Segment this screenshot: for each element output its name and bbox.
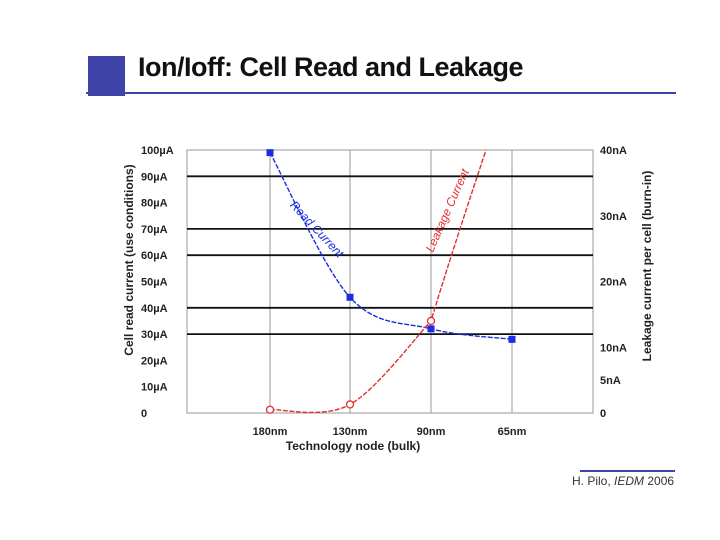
left-tick-label: 10µA xyxy=(141,382,168,394)
citation-author: H. Pilo, xyxy=(572,474,611,488)
data-point xyxy=(265,405,275,414)
title-underline xyxy=(86,92,676,94)
series-layer xyxy=(265,149,516,414)
right-tick-label: 20nA xyxy=(600,277,627,289)
left-tick-label: 70µA xyxy=(141,224,168,236)
x-tick-label: 180nm xyxy=(253,426,288,438)
x-tick-label: 130nm xyxy=(333,426,368,438)
series-line xyxy=(269,152,513,341)
left-tick-label: 0 xyxy=(141,408,147,420)
data-point xyxy=(346,293,354,301)
citation-year: 2006 xyxy=(647,474,675,488)
title-accent-block xyxy=(88,56,125,96)
left-tick-label: 40µA xyxy=(141,303,168,315)
right-tick-label: 5nA xyxy=(600,375,621,387)
left-tick-label: 80µA xyxy=(141,198,168,210)
data-point xyxy=(345,400,355,409)
slide-title: Ion/Ioff: Cell Read and Leakage xyxy=(138,52,524,82)
x-axis-title: Technology node (bulk) xyxy=(286,439,420,453)
left-tick-label: 90µA xyxy=(141,171,168,183)
series-line xyxy=(269,149,487,414)
chart-grid xyxy=(186,149,594,414)
right-axis-ticks: 0 5nA 10nA 20nA 30nA 40nA xyxy=(600,145,627,420)
right-tick-label: 30nA xyxy=(600,211,627,223)
leakage-current-annotation: Leakage Current xyxy=(423,166,472,254)
left-tick-label: 20µA xyxy=(141,355,168,367)
right-tick-label: 40nA xyxy=(600,145,627,157)
series-read-current xyxy=(266,149,516,343)
data-point xyxy=(427,325,435,333)
series-leakage-current xyxy=(265,149,487,414)
x-tick-label: 90nm xyxy=(417,426,446,438)
left-tick-label: 60µA xyxy=(141,250,168,262)
left-tick-label: 50µA xyxy=(141,277,168,289)
left-axis-title: Cell read current (use conditions) xyxy=(122,164,136,355)
x-axis-ticks: 180nm 130nm 90nm 65nm xyxy=(253,426,527,438)
right-tick-label: 10nA xyxy=(600,342,627,354)
plot-frame xyxy=(186,149,594,414)
right-axis-title: Leakage current per cell (burn-in) xyxy=(640,171,654,362)
left-tick-label: 100µA xyxy=(141,145,174,157)
data-point xyxy=(426,316,436,326)
data-point xyxy=(508,335,516,343)
right-tick-label: 0 xyxy=(600,408,606,420)
citation: H. Pilo, IEDM 2006 xyxy=(572,474,674,488)
data-point xyxy=(266,149,274,157)
citation-rule xyxy=(580,470,675,472)
left-axis-ticks: 0 10µA 20µA 30µA 40µA 50µA 60µA 70µA 80µA 90µA 100… xyxy=(141,145,174,420)
left-tick-label: 30µA xyxy=(141,329,168,341)
x-tick-label: 65nm xyxy=(498,426,527,438)
citation-venue: IEDM xyxy=(614,474,645,488)
